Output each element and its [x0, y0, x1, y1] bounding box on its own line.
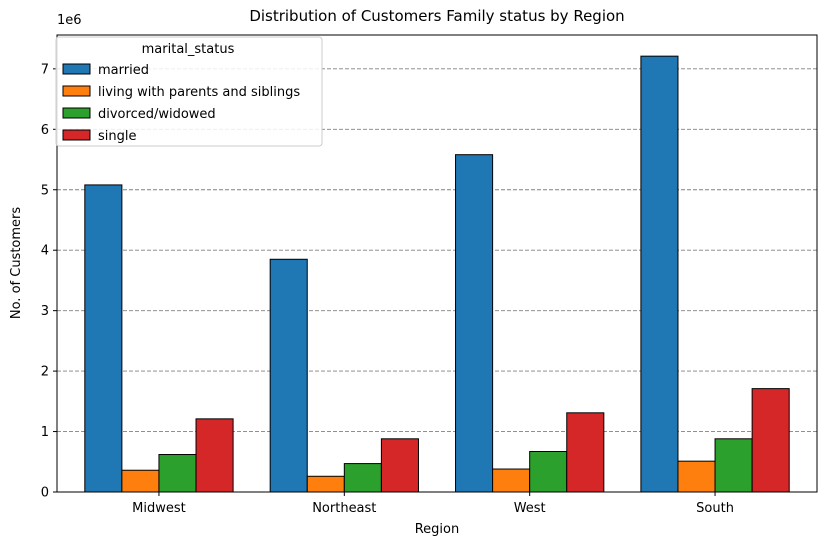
y-tick-label: 6	[41, 123, 49, 138]
bar-living-with-parents-and-siblings-midwest	[121, 469, 160, 493]
y-axis-ticks: 0 1 2 3 4 5 6 7	[41, 62, 57, 501]
bar-single-south	[751, 388, 790, 493]
y-axis-scale-label: 1e6	[57, 13, 82, 28]
bar-living-with-parents-and-siblings-northeast	[306, 475, 345, 493]
y-tick-label: 1	[41, 425, 49, 440]
bar-divorced-widowed-midwest	[158, 454, 197, 493]
legend-entry-label: married	[98, 63, 149, 78]
legend: marital_status married living with parent…	[55, 36, 323, 147]
legend-entry-label: divorced/widowed	[98, 107, 216, 122]
bar-divorced-widowed-northeast	[343, 463, 382, 493]
x-axis-title: Region	[415, 522, 460, 537]
bar-divorced-widowed-south	[714, 438, 753, 493]
legend-swatch	[62, 129, 91, 141]
y-tick-label: 7	[41, 62, 49, 77]
bar-married-south	[640, 55, 679, 493]
x-axis-ticks: Midwest Northeast West South	[132, 492, 734, 516]
y-tick-label: 0	[41, 486, 49, 501]
x-tick-label: South	[696, 501, 734, 516]
bar-married-midwest	[84, 184, 123, 493]
y-axis-title: No. of Customers	[9, 207, 24, 320]
y-tick-label: 5	[41, 183, 49, 198]
y-tick-label: 3	[41, 304, 49, 319]
bar-single-midwest	[195, 418, 234, 493]
bar-divorced-widowed-west	[529, 450, 568, 493]
y-tick-label: 2	[41, 365, 49, 380]
x-tick-label: Midwest	[132, 501, 186, 516]
legend-swatch	[62, 63, 91, 75]
chart-title: Distribution of Customers Family status …	[249, 7, 624, 25]
bar-living-with-parents-and-siblings-west	[492, 468, 531, 493]
legend-box	[55, 36, 323, 147]
bar-married-west	[455, 154, 494, 493]
y-tick-label: 4	[41, 244, 49, 259]
legend-entry-label: single	[98, 129, 137, 144]
x-tick-label: Northeast	[312, 501, 376, 516]
legend-title: marital_status	[142, 42, 235, 57]
legend-swatch	[62, 85, 91, 97]
plot-frame	[56, 34, 818, 493]
bar-married-northeast	[269, 258, 308, 493]
legend-entry-label: living with parents and siblings	[98, 85, 300, 100]
legend-swatch	[62, 107, 91, 119]
bar-single-west	[566, 412, 605, 493]
x-tick-label: West	[514, 501, 546, 516]
bar-single-northeast	[380, 438, 419, 493]
bar-living-with-parents-and-siblings-south	[677, 460, 716, 493]
